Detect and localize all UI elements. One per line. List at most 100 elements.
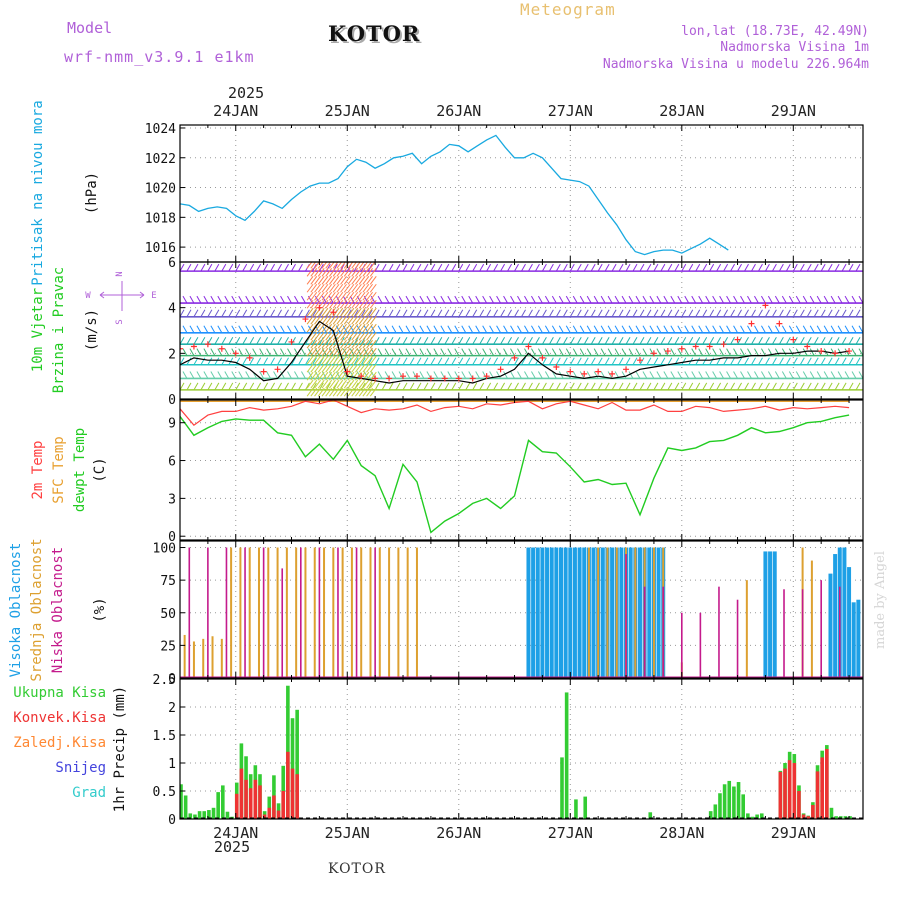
wind-barb-8-78 <box>541 382 547 391</box>
wind-barb-1-114 <box>705 295 711 304</box>
wind-barb-2-0 <box>180 309 185 318</box>
storm-barb <box>310 379 318 389</box>
wind-barb-7-114 <box>705 371 711 379</box>
wind-barb-8-87 <box>583 382 589 391</box>
gust-marker-7 <box>274 366 281 373</box>
cloud-bar-1-29 <box>615 547 618 678</box>
storm-barb <box>366 363 373 373</box>
wind-barb-0-73.5 <box>521 263 526 272</box>
wind-barb-5-12 <box>231 348 237 356</box>
storm-barb <box>347 315 355 325</box>
precip-bar-0-34 <box>722 784 727 819</box>
gust-marker-36 <box>678 345 685 352</box>
ytick-label-precip-2: 1 <box>168 757 176 772</box>
cloud-bar-2-1 <box>207 547 209 678</box>
wind-barb-0-100.5 <box>646 263 652 272</box>
wind-barb-6-96 <box>625 357 631 365</box>
gust-marker-45 <box>804 343 811 350</box>
ytick-label-wind-3: 6 <box>168 256 176 271</box>
storm-barb <box>314 323 321 333</box>
wind-barb-7-117 <box>719 371 725 379</box>
wind-barb-4-72 <box>514 336 519 345</box>
storm-barb <box>317 283 325 293</box>
precip-bars <box>180 685 863 819</box>
wind-barb-3-18 <box>259 325 265 334</box>
storm-barb <box>306 387 314 397</box>
storm-barb <box>343 331 351 341</box>
credit-text: made by Angel <box>873 551 888 649</box>
ytick-label-temperature-3: 9 <box>168 417 176 432</box>
wind-barb-3-112.5 <box>698 325 704 334</box>
precip-bar-0-35 <box>727 780 732 819</box>
wind-barb-2-135 <box>806 309 812 318</box>
storm-barb <box>336 363 344 373</box>
wind-barb-8-72 <box>514 382 519 391</box>
storm-barb <box>306 262 313 269</box>
wind-barb-4-133.5 <box>799 336 805 345</box>
wind-barb-5-141 <box>830 348 836 356</box>
wind-barb-1-84 <box>565 295 571 304</box>
wind-barb-8-73.5 <box>521 382 526 391</box>
wind-barb-2-27 <box>305 309 310 318</box>
wind-barb-1-78 <box>537 295 543 304</box>
storm-barb <box>332 283 340 293</box>
storm-barb <box>321 267 329 277</box>
wind-barb-8-15 <box>249 382 255 391</box>
wind-barb-3-142.5 <box>837 325 843 334</box>
wind-barb-6-28.5 <box>311 357 317 365</box>
wind-barb-6-61.5 <box>465 357 471 365</box>
precip-bar-0-26 <box>560 757 564 819</box>
storm-barb <box>366 347 373 357</box>
wind-barb-8-6 <box>207 382 213 391</box>
wind-barb-8-46.5 <box>395 382 401 391</box>
storm-barb <box>347 355 355 365</box>
storm-barb <box>332 355 340 365</box>
wind-barb-2-39 <box>360 309 366 318</box>
wind-barb-7-72 <box>510 371 515 379</box>
cloud-bar-0-7 <box>558 547 563 678</box>
cloud-bar-1-31 <box>634 547 637 678</box>
wind-barb-8-16.5 <box>256 382 262 391</box>
wind-barb-8-129 <box>778 382 784 391</box>
wind-barb-1-127.5 <box>767 295 773 304</box>
wind-barb-1-18 <box>259 295 265 304</box>
wind-barb-5-49.5 <box>405 348 411 356</box>
model-name: wrf-nmm_v3.9.1 e1km <box>64 48 255 66</box>
wind-barb-0-88.5 <box>590 263 596 272</box>
wind-barb-6-25.5 <box>298 357 303 365</box>
ytick-label-precip-5: 2.5 <box>153 673 176 688</box>
gust-marker-23 <box>497 366 504 373</box>
wind-barb-4-22.5 <box>284 336 289 345</box>
wind-barb-6-19.5 <box>270 357 276 365</box>
wind-barb-8-27 <box>305 382 310 391</box>
wind-barb-5-70.5 <box>503 348 508 356</box>
gust-marker-44 <box>790 336 797 343</box>
wind-barb-5-84 <box>565 348 571 356</box>
storm-barb <box>358 291 366 301</box>
wind-barb-0-64.5 <box>479 263 485 272</box>
wind-barb-1-75 <box>524 295 529 304</box>
cloud-bar-1-4 <box>220 638 223 678</box>
wind-barb-6-139.5 <box>827 357 833 365</box>
storm-barb <box>310 323 318 333</box>
wind-barb-4-142.5 <box>841 336 847 345</box>
precip-bar-0-0 <box>180 784 183 819</box>
footer-station: KOTOR <box>328 861 386 877</box>
xlabel-bottom-0: 24JAN <box>213 824 258 842</box>
wind-barb-0-78 <box>541 263 547 272</box>
wind-barbs <box>180 262 863 397</box>
wind-barb-2-10.5 <box>228 309 234 318</box>
storm-barb <box>306 275 314 285</box>
wind-barb-7-21 <box>273 371 279 379</box>
wind-barb-0-127.5 <box>771 263 777 272</box>
storm-barb <box>336 387 344 397</box>
storm-barb <box>343 275 351 285</box>
wind-barb-1-54 <box>426 295 432 304</box>
wind-barb-7-103.5 <box>656 371 662 379</box>
wind-barb-8-118.5 <box>730 382 736 391</box>
precip-bar-1-2 <box>244 779 248 819</box>
cloud-bar-1-38 <box>810 560 813 678</box>
wind-barb-5-45 <box>384 348 390 356</box>
wind-barb-3-45 <box>384 325 390 334</box>
